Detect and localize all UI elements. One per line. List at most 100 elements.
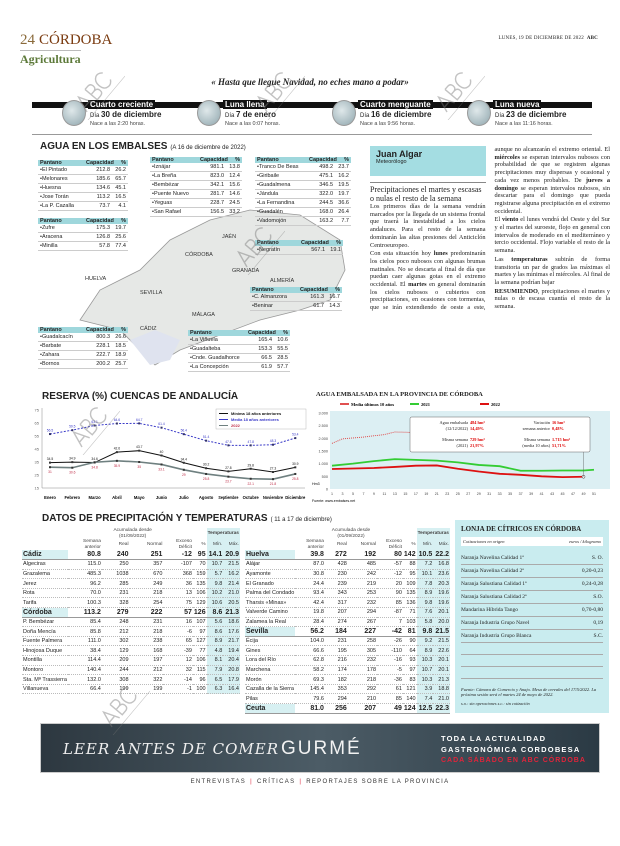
annotation-text: (media 10 años) [522, 443, 550, 448]
table-row: Fuente Palmera 111.0 302 238 65 127 8.9 21.7 [22, 636, 240, 647]
data-label: 48.3 [270, 439, 277, 443]
table-row: Marchena 58.2 174 178 -5 97 10.7 20.1 [245, 665, 450, 676]
legend-label: 2021 [421, 402, 431, 407]
data-label: 33.1 [158, 467, 165, 471]
x-tick-label: Abril [112, 495, 122, 500]
x-tick-label: 5 [352, 492, 354, 496]
data-point [138, 461, 141, 463]
x-tick-label: 13 [393, 492, 397, 496]
weather-article: Juan Algar Meteorólogo Precipitaciones el… [370, 146, 610, 391]
reservoir-row: • La Concepción 61.9 57.7 [188, 364, 290, 372]
reservoir-table-header: Pantano Capacidad% [38, 218, 128, 224]
data-point [71, 429, 74, 432]
x-tick-label: 3 [341, 492, 343, 496]
city-label: GRANADA [232, 268, 260, 274]
data-point [160, 463, 163, 466]
reservoir-row: • San Rafael 156.5 33.2 [150, 209, 242, 217]
data-label: 29 [182, 473, 186, 477]
annotation-text: 0,48% [552, 426, 564, 431]
table-row: Cazalla de la Sierra 145.4 353 292 61 121 3.9 1… [245, 684, 450, 695]
legend-label: Media últimos 10 años [351, 402, 394, 407]
table-row: P. Bembézar 85.4 248 231 16 107 5.6 18.6 [22, 617, 240, 628]
data-label: 22.1 [247, 482, 254, 486]
reservoir-row: • La P. Cazalla 73.7 4.1 [38, 203, 128, 211]
data-point [249, 444, 252, 447]
data-point [272, 443, 274, 446]
moon-phase-name: Luna nueva [493, 100, 542, 109]
gurme-advertisement[interactable]: LEER ANTES DE COMER GURMÉ TODA LA ACTUAL… [40, 723, 600, 773]
reservoirs-title: AGUA EN LOS EMBALSES (A 16 de diciembre d… [40, 141, 246, 152]
data-label: 27.8 [225, 466, 232, 470]
reservoir-table: Pantano Capacidad% • Iznájar 981.1 13.8 • La … [150, 157, 242, 217]
moon-phase: Luna nueva Día 23 de diciembre Nace a las … [445, 100, 585, 130]
moon-phase-date: Día 23 de diciembre [495, 110, 567, 119]
data-point [205, 439, 208, 442]
page-number: 24 CÓRDOBA [20, 32, 112, 49]
series-line [331, 458, 595, 472]
x-tick-label: 7 [362, 492, 364, 496]
x-tick-label: 33 [498, 492, 502, 496]
ad-line: GASTRONÓMICA CORDOBESA [441, 745, 581, 754]
table-row: El Granado 24.4 239 219 20 109 7.8 20.3 [245, 578, 450, 589]
data-point [205, 467, 208, 470]
annotation-text: 484 hm³ [470, 420, 485, 425]
citrus-unit: euros / kilogramo [569, 539, 601, 544]
y-tick-label: 1.000 [318, 462, 328, 466]
y-tick-label: 0 [326, 488, 328, 492]
data-label: 42.6 [114, 447, 121, 451]
y-tick-label: 1.500 [318, 450, 328, 454]
data-label: 25.8 [292, 477, 299, 481]
reservoir-row: • Aracena 126.8 25.6 [38, 234, 128, 242]
article-paragraph: Las temperaturas subirán de forma transi… [494, 255, 611, 286]
city-label: HUELVA [85, 276, 107, 282]
annotation-text: (12/12/2022) [446, 426, 469, 431]
reservoir-row: • La Fernandina 244.5 36.6 [255, 200, 351, 208]
data-label: 53.4 [292, 433, 299, 437]
x-tick-label: 51 [592, 492, 596, 496]
reservoir-row: • Bornos 200.2 25.7 [38, 361, 128, 369]
data-label: 35.9 [114, 464, 121, 468]
legend-swatch [340, 403, 349, 405]
data-point [205, 472, 208, 475]
annotation-text: Variación [534, 420, 551, 425]
data-point [182, 461, 185, 464]
data-point [115, 422, 118, 425]
data-point [249, 467, 252, 470]
table-row: Pilas 79.6 294 210 85 140 7.4 21.0 [245, 693, 450, 704]
table-row: Tharsis «Minas» 42.4 317 232 85 136 9.8 19.6 [245, 597, 450, 609]
data-label: 56.5 [47, 429, 54, 433]
data-point [272, 478, 274, 481]
x-tick-label: 9 [373, 492, 375, 496]
x-tick-label: Diciembre [285, 495, 306, 500]
data-point [182, 468, 185, 471]
moon-icon [197, 100, 221, 126]
table-row: Sta. Mª Trassierra 132.0 308 322 -14 96 6.5 17.… [22, 674, 240, 685]
citrus-legend: s.o.: sin operaciones s.c.: sin cotizaci… [461, 701, 530, 706]
x-tick-label: 11 [383, 492, 387, 496]
data-label: 47.8 [247, 440, 254, 444]
table-row: Zalamea la Real 28.4 274 267 7 103 5.8 20.0 [245, 617, 450, 628]
data-label: 64.6 [114, 418, 121, 422]
ad-line: TODA LA ACTUALIDAD [441, 734, 547, 743]
y-tick-label: 2.500 [318, 424, 328, 428]
x-tick-label: Septiembre [218, 495, 239, 500]
stored-water-chart: Media últimos 10 años 2021 2022 0 500 1.000 1.… [312, 402, 610, 503]
citrus-price-row: Naranja Industria Grupo Blanca S.C. [461, 630, 603, 643]
table-row: Grazalema 485.3 1038 670 368 159 5.7 16.2 [22, 569, 240, 580]
moon-rise-time: Nace a las 2:20 horas. [90, 121, 146, 127]
data-point [93, 461, 96, 464]
moon-phase-name: Cuarto menguante [358, 100, 433, 109]
annotation-box [409, 416, 591, 453]
x-tick-label: 29 [477, 492, 481, 496]
y-tick-label: 75 [35, 408, 40, 413]
data-point [294, 437, 297, 440]
data-label: 59.5 [69, 425, 76, 429]
data-label: 21.8 [270, 482, 277, 486]
article-paragraph: RESUMIENDO, precipitaciones el martes y … [494, 287, 611, 311]
reservoir-table: Pantano Capacidad% • Zufre 175.3 19.7 • Arace… [38, 218, 128, 251]
annotation-text: 16 hm³ [552, 420, 565, 425]
reservoir-table-header: Pantano Capacidad% [255, 157, 351, 163]
city-label: ALMERÍA [270, 278, 295, 284]
city-label: CÓRDOBA [185, 252, 213, 258]
x-tick-label: Octubre [243, 495, 260, 500]
